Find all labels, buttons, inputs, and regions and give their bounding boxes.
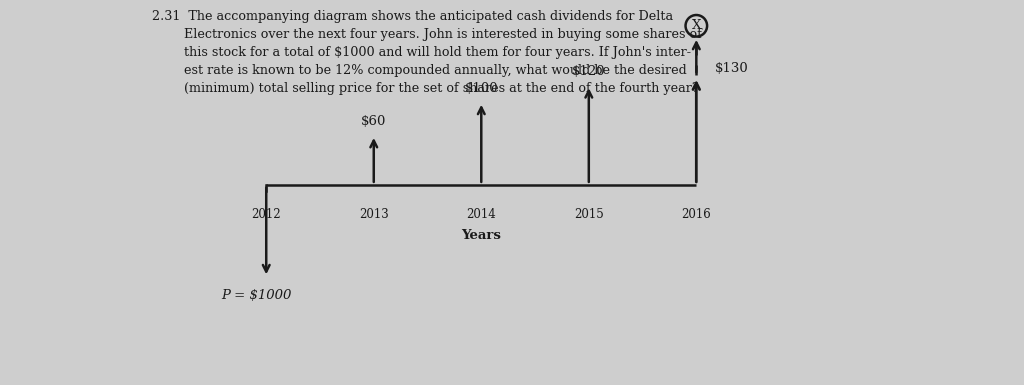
Text: 2012: 2012	[252, 208, 281, 221]
Text: 2.31  The accompanying diagram shows the anticipated cash dividends for Delta
  : 2.31 The accompanying diagram shows the …	[152, 10, 701, 95]
Text: $130: $130	[715, 62, 749, 75]
Text: $120: $120	[572, 65, 605, 79]
Text: Years: Years	[462, 229, 501, 242]
Text: P = $1000: P = $1000	[221, 289, 291, 302]
Text: 2016: 2016	[681, 208, 712, 221]
Text: $100: $100	[465, 82, 498, 95]
Text: 2013: 2013	[358, 208, 389, 221]
Text: $60: $60	[361, 115, 386, 128]
Text: 2015: 2015	[573, 208, 604, 221]
Text: X: X	[691, 19, 701, 32]
Text: 2014: 2014	[466, 208, 497, 221]
